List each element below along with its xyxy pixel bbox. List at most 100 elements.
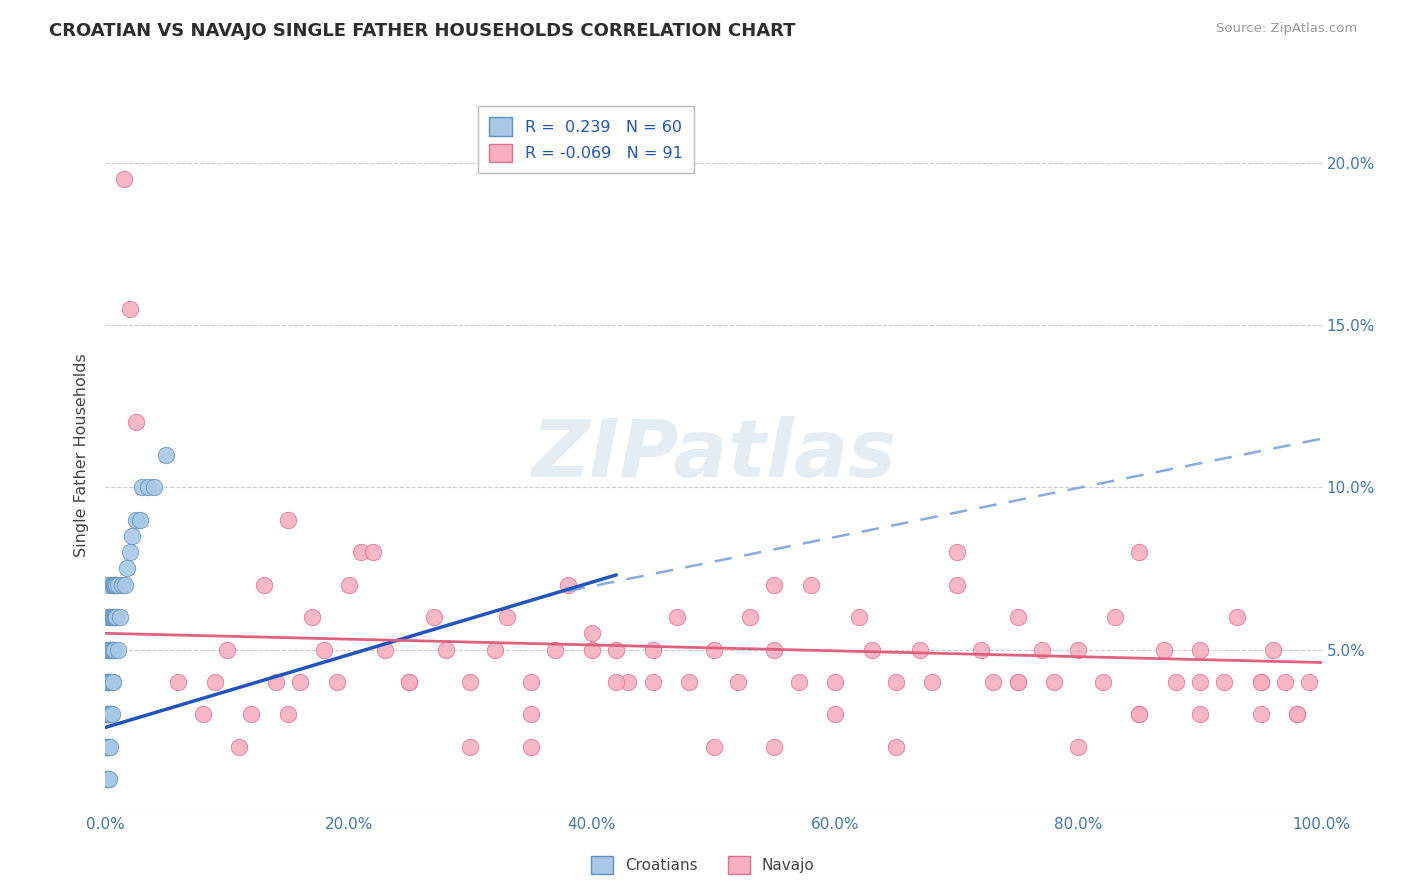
Point xyxy=(97,739,120,754)
Point xyxy=(98,675,121,690)
Point xyxy=(125,513,148,527)
Legend: Croatians, Navajo: Croatians, Navajo xyxy=(585,850,821,880)
Point xyxy=(763,577,786,591)
Point xyxy=(125,416,148,430)
Point xyxy=(98,739,121,754)
Point xyxy=(96,739,118,754)
Point xyxy=(100,577,122,591)
Point xyxy=(96,707,118,722)
Point xyxy=(1128,707,1150,722)
Point xyxy=(228,739,250,754)
Point xyxy=(458,739,481,754)
Point xyxy=(763,642,786,657)
Point xyxy=(136,480,159,494)
Point xyxy=(167,675,190,690)
Point xyxy=(96,739,118,754)
Point xyxy=(557,577,579,591)
Point xyxy=(107,577,129,591)
Point xyxy=(288,675,311,690)
Point xyxy=(107,642,129,657)
Point xyxy=(787,675,810,690)
Point xyxy=(398,675,420,690)
Point xyxy=(678,675,700,690)
Point xyxy=(97,707,120,722)
Point xyxy=(1286,707,1309,722)
Point xyxy=(98,707,121,722)
Point xyxy=(97,772,120,787)
Point xyxy=(1153,642,1175,657)
Point xyxy=(1104,610,1126,624)
Point xyxy=(105,577,128,591)
Point xyxy=(191,707,214,722)
Point xyxy=(98,707,121,722)
Point xyxy=(104,577,127,591)
Point xyxy=(100,707,122,722)
Point xyxy=(860,642,883,657)
Point xyxy=(97,675,120,690)
Point xyxy=(96,642,118,657)
Point xyxy=(350,545,373,559)
Point xyxy=(1067,642,1090,657)
Point xyxy=(702,642,725,657)
Point xyxy=(97,642,120,657)
Point xyxy=(1261,642,1284,657)
Point xyxy=(96,772,118,787)
Point xyxy=(337,577,360,591)
Point xyxy=(848,610,870,624)
Point xyxy=(1213,675,1236,690)
Point xyxy=(143,480,166,494)
Text: CROATIAN VS NAVAJO SINGLE FATHER HOUSEHOLDS CORRELATION CHART: CROATIAN VS NAVAJO SINGLE FATHER HOUSEHO… xyxy=(49,22,796,40)
Point xyxy=(98,772,121,787)
Point xyxy=(98,642,121,657)
Point xyxy=(97,675,120,690)
Point xyxy=(1250,675,1272,690)
Point xyxy=(131,480,153,494)
Point xyxy=(605,675,627,690)
Point xyxy=(97,707,120,722)
Point xyxy=(277,513,299,527)
Point xyxy=(98,675,121,690)
Y-axis label: Single Father Households: Single Father Households xyxy=(75,353,90,557)
Legend: R =  0.239   N = 60, R = -0.069   N = 91: R = 0.239 N = 60, R = -0.069 N = 91 xyxy=(478,106,693,173)
Point xyxy=(945,545,967,559)
Point xyxy=(111,577,134,591)
Point xyxy=(105,610,128,624)
Point xyxy=(277,707,299,722)
Point xyxy=(581,626,603,640)
Point xyxy=(1067,739,1090,754)
Point xyxy=(884,739,907,754)
Point xyxy=(361,545,384,559)
Point xyxy=(1189,675,1212,690)
Point xyxy=(484,642,506,657)
Point xyxy=(264,675,287,690)
Text: Source: ZipAtlas.com: Source: ZipAtlas.com xyxy=(1216,22,1357,36)
Point xyxy=(921,675,943,690)
Point xyxy=(98,610,121,624)
Point xyxy=(520,739,543,754)
Point xyxy=(96,772,118,787)
Point xyxy=(1250,707,1272,722)
Point xyxy=(314,642,336,657)
Point xyxy=(96,739,118,754)
Point xyxy=(325,675,347,690)
Point xyxy=(1189,707,1212,722)
Point xyxy=(981,675,1004,690)
Point xyxy=(204,675,226,690)
Point xyxy=(98,739,121,754)
Point xyxy=(617,675,640,690)
Point xyxy=(98,642,121,657)
Point xyxy=(520,707,543,722)
Point xyxy=(103,642,125,657)
Point xyxy=(738,610,761,624)
Point xyxy=(108,610,131,624)
Point xyxy=(1164,675,1187,690)
Point xyxy=(112,172,135,186)
Point xyxy=(702,739,725,754)
Point xyxy=(118,301,141,316)
Point xyxy=(97,610,120,624)
Point xyxy=(1286,707,1309,722)
Point xyxy=(100,610,122,624)
Point xyxy=(824,707,846,722)
Point xyxy=(301,610,323,624)
Point xyxy=(128,513,150,527)
